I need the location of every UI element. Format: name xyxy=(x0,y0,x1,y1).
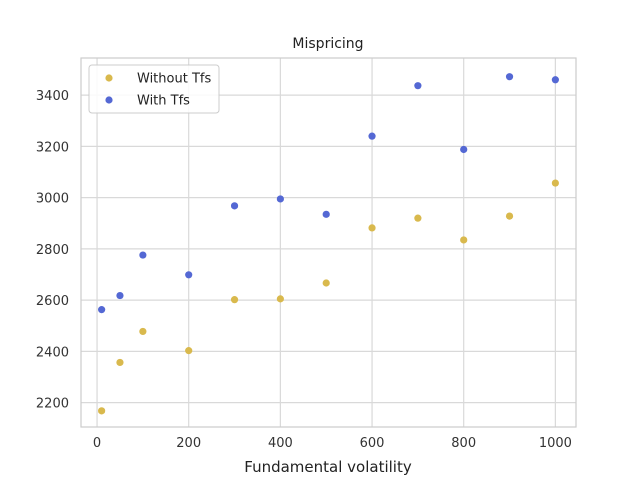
legend: Without Tfs With Tfs xyxy=(88,64,220,114)
x-tick-label: 400 xyxy=(268,436,293,451)
x-axis-title: Fundamental volatility xyxy=(244,458,412,476)
data-point xyxy=(322,210,330,218)
x-tick-label: 1000 xyxy=(539,436,572,451)
y-tick-label: 2600 xyxy=(36,294,69,309)
legend-label: With Tfs xyxy=(137,94,190,109)
data-points xyxy=(98,73,559,415)
data-point xyxy=(414,214,422,222)
chart-title: Mispricing xyxy=(292,36,363,52)
data-point xyxy=(460,145,468,154)
data-point xyxy=(322,279,330,287)
x-tick-label: 0 xyxy=(93,436,101,451)
data-point xyxy=(551,76,559,84)
legend-label: Without Tfs xyxy=(137,72,211,87)
data-point xyxy=(276,295,284,303)
x-tick-label: 800 xyxy=(451,436,476,451)
data-point xyxy=(276,195,284,203)
data-point xyxy=(98,407,106,415)
data-point xyxy=(460,236,468,244)
y-tick-label: 2200 xyxy=(36,397,69,412)
series-0 xyxy=(98,179,559,415)
legend-marker xyxy=(105,96,113,104)
x-tick-label: 200 xyxy=(176,436,201,451)
y-tick-label: 3400 xyxy=(36,89,69,104)
tick-labels: 0 200 400 600 800 1000 2200 2400 2600 2800 3000 320… xyxy=(36,89,572,451)
data-point xyxy=(505,212,514,220)
series-1 xyxy=(98,73,559,314)
data-point xyxy=(414,82,422,90)
plot-area xyxy=(80,57,577,428)
data-point xyxy=(116,358,124,367)
data-point xyxy=(185,347,193,355)
data-point xyxy=(139,251,147,259)
data-point xyxy=(505,73,514,81)
data-point xyxy=(230,296,239,304)
data-point xyxy=(139,327,147,336)
data-point xyxy=(98,306,106,314)
data-point xyxy=(551,179,559,187)
y-tick-label: 2400 xyxy=(36,345,69,360)
data-point xyxy=(230,202,239,210)
data-point xyxy=(185,271,193,279)
legend-box xyxy=(88,64,220,114)
y-tick-label: 3000 xyxy=(36,192,69,207)
y-tick-label: 2800 xyxy=(36,243,69,258)
y-tick-label: 3200 xyxy=(36,140,69,155)
data-point xyxy=(116,291,124,300)
data-point xyxy=(368,132,376,140)
x-tick-label: 600 xyxy=(360,436,385,451)
data-point xyxy=(368,224,376,232)
legend-marker xyxy=(105,74,113,82)
